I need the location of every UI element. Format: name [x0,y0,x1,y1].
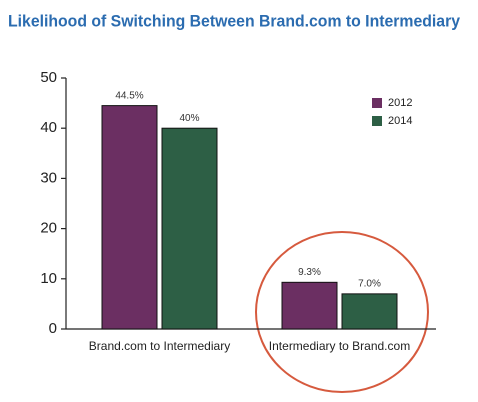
value-label: 7.0% [358,279,381,290]
legend-label: 2014 [388,115,412,127]
legend-label: 2012 [388,97,412,109]
legend-swatch [372,98,382,108]
y-tick-label: 30 [40,169,57,186]
value-label: 9.3% [298,267,321,278]
value-label: 40% [179,113,199,124]
y-tick-label: 40 [40,119,57,136]
legend-swatch [372,116,382,126]
chart-title: Likelihood of Switching Between Brand.co… [8,11,461,30]
bar [161,127,218,330]
y-tick-label: 50 [40,69,57,86]
x-tick-label: Brand.com to Intermediary [89,339,230,353]
bar [341,293,398,330]
bar [101,105,158,330]
value-label: 44.5% [115,90,143,101]
y-tick-label: 20 [40,220,57,237]
x-tick-label: Intermediary to Brand.com [269,339,410,353]
bar [281,281,338,330]
y-tick-label: 0 [49,320,57,337]
y-tick-label: 10 [40,270,57,287]
highlight-circle [255,231,429,393]
